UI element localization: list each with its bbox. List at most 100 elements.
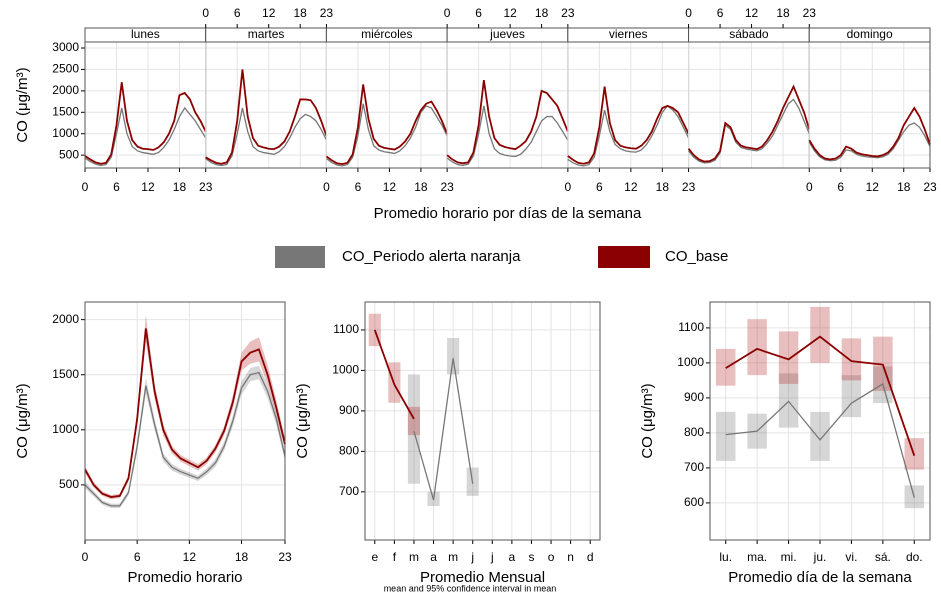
y-axis-label: CO (μg/m³) (14, 383, 31, 458)
series-line (325, 84, 448, 166)
series-line (688, 98, 810, 164)
ci-band (447, 338, 460, 375)
x-tick-label: e (371, 550, 378, 564)
x-tick-label: 18 (173, 180, 187, 194)
x-axis-label: Promedio horario por días de la semana (374, 205, 642, 222)
x-tick-label: 12 (383, 180, 397, 194)
facet-label: miércoles (361, 27, 412, 41)
x-tick-label: 12 (866, 180, 880, 194)
legend-swatch (598, 246, 650, 268)
x-tick-label: a (509, 550, 516, 564)
ci-band (85, 365, 285, 509)
x-tick-label: 18 (897, 180, 911, 194)
series-line (205, 69, 328, 165)
footnote: mean and 95% confidence interval in mean (384, 583, 557, 593)
y-tick-label: 1100 (678, 320, 704, 334)
x-tick-label: 12 (624, 180, 638, 194)
x-tick-label: 23 (803, 6, 817, 20)
x-tick-label: 12 (745, 6, 759, 20)
y-tick-label: 800 (684, 425, 704, 439)
x-tick-label: sá. (875, 550, 891, 564)
x-tick-label: 23 (923, 180, 937, 194)
y-tick-label: 500 (59, 147, 79, 161)
x-tick-label: 12 (262, 6, 276, 20)
series-line (687, 84, 811, 163)
series-line (725, 382, 915, 498)
y-tick-label: 1000 (52, 422, 79, 436)
y-tick-label: 1500 (52, 367, 79, 381)
y-axis-label: CO (μg/m³) (14, 67, 31, 142)
x-tick-label: 18 (414, 180, 428, 194)
facet-label: jueves (489, 27, 525, 41)
x-tick-label: ju. (813, 550, 827, 564)
x-tick-label: 23 (561, 6, 575, 20)
legend-label: CO_Periodo alerta naranja (342, 248, 521, 265)
series-line (413, 358, 474, 501)
x-tick-label: 6 (475, 6, 482, 20)
y-axis-label: CO (μg/m³) (294, 383, 311, 458)
series-line (84, 106, 207, 167)
y-tick-label: 1000 (52, 126, 79, 140)
ci-band (841, 338, 862, 381)
x-tick-label: 12 (183, 550, 197, 564)
x-tick-label: 6 (113, 180, 120, 194)
x-tick-label: mi. (781, 550, 797, 564)
x-tick-label: do. (906, 550, 923, 564)
x-tick-label: 0 (565, 180, 572, 194)
y-tick-label: 3000 (52, 40, 79, 54)
y-tick-label: 2000 (52, 83, 79, 97)
plot-frame (84, 41, 931, 169)
ci-band (715, 411, 736, 461)
x-tick-label: 18 (656, 180, 670, 194)
y-tick-label: 1100 (333, 322, 359, 336)
x-tick-label: 0 (82, 550, 89, 564)
series-line (84, 328, 286, 498)
x-tick-label: 0 (82, 180, 89, 194)
facet-label: sábado (729, 27, 769, 41)
x-tick-label: 6 (355, 180, 362, 194)
series-line (567, 104, 690, 167)
y-tick-label: 1000 (332, 363, 359, 377)
x-tick-label: d (587, 550, 594, 564)
y-tick-label: 900 (684, 390, 704, 404)
x-tick-label: j (470, 550, 474, 564)
x-axis-label: Promedio Mensual (420, 569, 545, 586)
series-line (84, 82, 207, 165)
plot-frame (709, 301, 931, 541)
series-line (373, 329, 415, 420)
x-tick-label: a (430, 550, 437, 564)
x-axis-label: Promedio horario (127, 569, 242, 586)
series-line (808, 122, 931, 162)
ci-band (810, 411, 830, 461)
x-axis-label: Promedio día de la semana (728, 569, 912, 586)
x-tick-label: 6 (134, 550, 141, 564)
y-tick-label: 2000 (52, 312, 79, 326)
series-line (84, 371, 286, 507)
x-tick-label: o (548, 550, 555, 564)
x-tick-label: 23 (682, 180, 696, 194)
x-tick-label: 18 (235, 550, 249, 564)
y-tick-label: 500 (59, 477, 79, 491)
plot-frame (84, 301, 286, 541)
ci-band (810, 306, 830, 363)
x-tick-label: f (393, 550, 397, 564)
x-tick-label: 0 (202, 6, 209, 20)
x-tick-label: 6 (234, 6, 241, 20)
y-tick-label: 700 (684, 460, 704, 474)
x-tick-label: m (409, 550, 419, 564)
x-tick-label: 23 (440, 180, 454, 194)
facet-label: viernes (609, 27, 648, 41)
facet-label: martes (248, 27, 285, 41)
x-tick-label: 18 (535, 6, 549, 20)
x-tick-label: 18 (776, 6, 790, 20)
ci-band (407, 374, 421, 484)
series-line (567, 86, 690, 165)
x-tick-label: ma. (747, 550, 767, 564)
series-line (205, 107, 328, 167)
x-tick-label: 12 (141, 180, 155, 194)
facet-label: lunes (131, 27, 160, 41)
y-tick-label: 1500 (52, 104, 79, 118)
x-tick-label: 12 (503, 6, 517, 20)
x-tick-label: m (448, 550, 458, 564)
